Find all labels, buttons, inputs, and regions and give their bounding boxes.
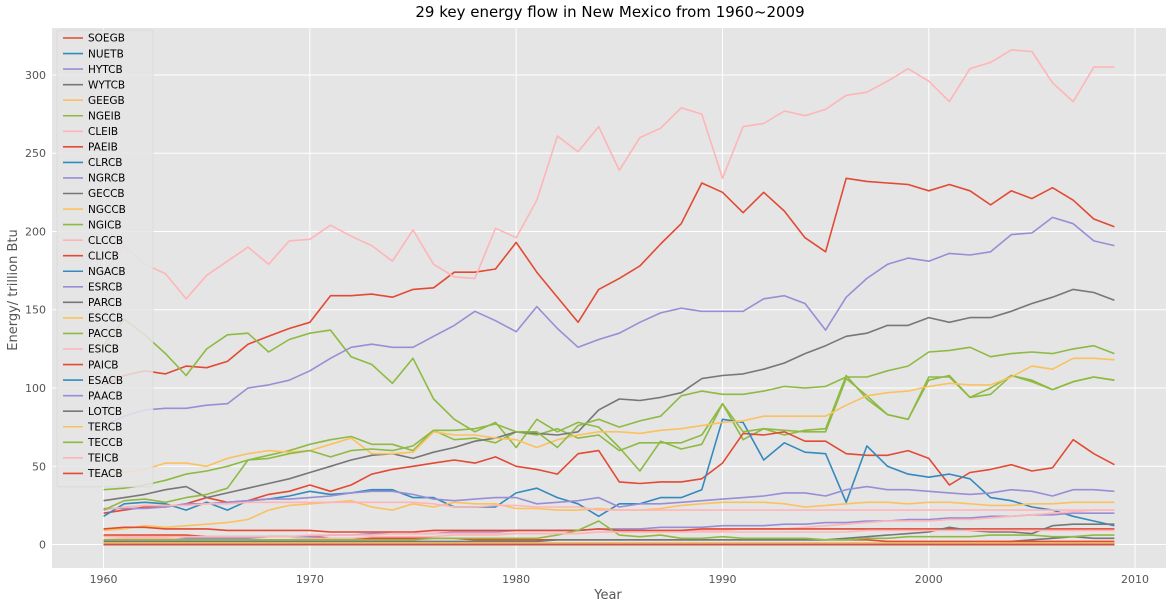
series-line-paacb (103, 216, 1115, 427)
legend-label: PAEIB (88, 142, 118, 154)
series-line-paeib (103, 430, 1115, 514)
legend-label: TERCB (87, 421, 122, 433)
y-tick-label: 200 (25, 225, 46, 238)
y-tick-label: 50 (32, 460, 46, 473)
legend-label: TEICB (87, 453, 119, 465)
legend-label: PARCB (88, 297, 122, 309)
legend-label: NGEIB (88, 110, 121, 122)
x-tick-label: 2010 (1121, 573, 1149, 586)
legend: SOEGB NUETB HYTCB WYTCB GEEGB NGEIB CLEIB PAEIB… (56, 29, 154, 488)
x-axis-ticks: 1960 1970 1980 1990 2000 2010 (90, 573, 1149, 586)
legend-label: ESICB (88, 344, 119, 356)
legend-label: ESCCB (88, 313, 123, 325)
legend-label: LOTCB (88, 406, 122, 418)
series-line-lotcb (103, 523, 1115, 543)
legend-label: GEEGB (88, 95, 125, 107)
legend-label: NGICB (88, 219, 122, 231)
y-axis-title: Energy/ trillion Btu (6, 229, 21, 351)
legend-label: CLICB (88, 250, 119, 262)
legend-label: ESRCB (88, 282, 123, 294)
legend-label: CLCCB (88, 235, 123, 247)
y-axis-ticks: 0 50 100 150 200 250 300 (25, 69, 46, 552)
series-line-clccb (103, 501, 1115, 511)
plot-area (52, 28, 1166, 568)
series-line-ngccb (103, 499, 1115, 532)
legend-label: NGACB (88, 266, 126, 278)
series-line-cleib (102, 49, 1115, 300)
x-tick-label: 2000 (915, 573, 943, 586)
legend-label: CLEIB (88, 126, 118, 138)
series-line-teicb (103, 529, 1115, 538)
legend-label: NGRCB (88, 173, 125, 185)
series-line-soegb (103, 177, 1115, 386)
legend-label: TEACB (87, 468, 123, 480)
legend-label: PAICB (88, 359, 118, 371)
legend-label: NGCCB (88, 204, 126, 216)
y-tick-label: 250 (25, 147, 46, 160)
y-tick-label: 300 (25, 69, 46, 82)
legend-label: SOEGB (88, 33, 125, 45)
y-tick-label: 150 (25, 304, 46, 317)
legend-label: WYTCB (88, 79, 125, 91)
series-line-esccb (103, 357, 1115, 478)
x-tick-label: 1970 (296, 573, 324, 586)
series-line-ngicb (103, 374, 1115, 491)
series-line-teccb (103, 520, 1115, 541)
x-axis-title: Year (593, 588, 622, 603)
series-lines (102, 49, 1115, 546)
legend-label: HYTCB (88, 64, 123, 76)
y-tick-label: 0 (39, 539, 46, 552)
x-tick-label: 1990 (708, 573, 736, 586)
chart-title: 29 key energy flow in New Mexico from 19… (415, 3, 804, 21)
x-tick-label: 1980 (502, 573, 530, 586)
x-tick-label: 1960 (90, 573, 118, 586)
legend-label: CLRCB (88, 157, 123, 169)
legend-label: PACCB (88, 328, 123, 340)
legend-label: ESACB (88, 375, 123, 387)
legend-label: TECCB (87, 437, 123, 449)
legend-label: NUETB (88, 48, 124, 60)
series-line-ngrcb (103, 485, 1115, 510)
series-line-parcb (103, 288, 1115, 502)
y-tick-label: 100 (25, 382, 46, 395)
legend-box (56, 29, 154, 488)
legend-label: PAACB (88, 390, 123, 402)
legend-label: GECCB (88, 188, 125, 200)
series-line-paccb (103, 344, 1115, 511)
